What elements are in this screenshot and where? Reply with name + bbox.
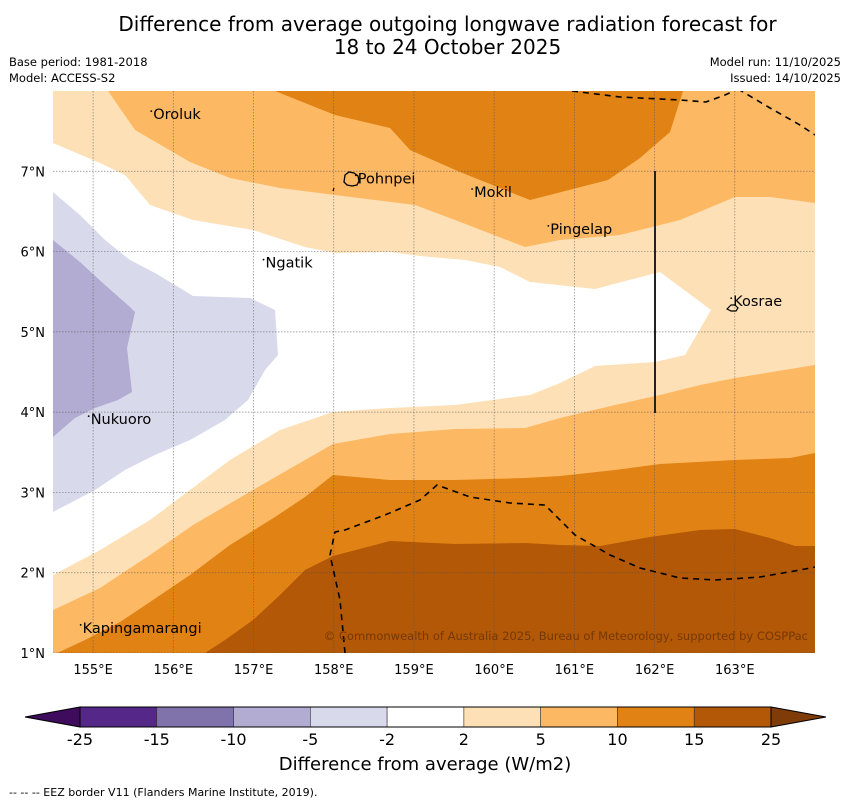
colorbar-bin <box>463 706 541 728</box>
axis-ticks: 155°E 156°E 157°E 158°E 159°E 160°E 161°E 162°E… <box>21 165 755 678</box>
eez-border-northeast <box>739 91 815 136</box>
place-marker <box>87 415 90 418</box>
lat-tick-label: 3°N <box>21 486 46 501</box>
lat-tick-label: 2°N <box>21 567 46 582</box>
colorbar-bin <box>79 706 158 728</box>
lon-tick-label: 157°E <box>234 663 274 678</box>
lat-tick-label: 4°N <box>21 406 46 421</box>
eez-border-north <box>571 91 736 103</box>
lon-tick-label: 160°E <box>474 663 514 678</box>
colorbar-tick-label: 5 <box>535 730 546 749</box>
place-label-nukuoro: Nukuoro <box>91 412 152 428</box>
lon-tick-label: 159°E <box>394 663 434 678</box>
meta-right: Model run: 11/10/2025 Issued: 14/10/2025 <box>710 54 841 86</box>
place-labels: Oroluk Pohnpei Mokil Pingelap Ngatik Kosrae Nu… <box>79 107 782 637</box>
colorbar-extend-low <box>24 706 81 728</box>
lon-tick-label: 163°E <box>715 663 755 678</box>
title-line-2: 18 to 24 October 2025 <box>333 35 562 59</box>
colorbar-tick-label: -2 <box>379 730 396 749</box>
lat-tick-label: 5°N <box>21 326 46 341</box>
title-line-1: Difference from average outgoing longwav… <box>118 12 777 36</box>
kosrae-island-outline <box>725 304 739 312</box>
lat-tick-label: 7°N <box>21 165 46 180</box>
base-period: Base period: 1981-2018 <box>9 55 148 69</box>
lat-tick-label: 6°N <box>21 246 46 261</box>
lon-tick-label: 161°E <box>555 663 595 678</box>
place-marker <box>354 174 357 177</box>
colorbar-bin <box>310 706 388 728</box>
eez-footnote: -- -- -- EEZ border V11 (Flanders Marine… <box>9 786 318 799</box>
place-marker <box>79 624 82 626</box>
colorbar-bin <box>617 706 695 728</box>
band-neutral <box>53 143 711 575</box>
colorbar-bin <box>156 706 234 728</box>
colorbar-label: Difference from average (W/m2) <box>278 754 572 775</box>
lat-tick-label: 1°N <box>21 647 46 662</box>
band-10-to-15-north <box>275 91 683 200</box>
model-run: Model run: 11/10/2025 <box>709 55 841 69</box>
colorbar-tick-label: 25 <box>760 730 782 749</box>
issued-date: Issued: 14/10/2025 <box>730 71 841 85</box>
pohnpei-island-outline <box>343 171 360 187</box>
colorbar-tick-label: -10 <box>220 730 247 749</box>
place-marker <box>730 297 733 300</box>
place-marker <box>471 188 474 190</box>
place-label-pingelap: Pingelap <box>550 222 612 238</box>
meta-left: Base period: 1981-2018 Model: ACCESS-S2 <box>9 54 148 86</box>
place-label-kapingamarangi: Kapingamarangi <box>83 621 202 637</box>
pohnpei-islet <box>332 187 335 192</box>
colorbar-bin <box>233 706 311 728</box>
graticule <box>53 91 815 653</box>
band-15-to-25-south <box>205 529 815 653</box>
place-label-pohnpei: Pohnpei <box>358 171 416 187</box>
band-minus-5-to-minus-2 <box>53 192 278 512</box>
eez-border-south <box>329 484 815 653</box>
copyright-text: © Commonwealth of Australia 2025, Bureau… <box>324 629 808 643</box>
place-label-ngatik: Ngatik <box>266 256 314 272</box>
colorbar-tick-label: -5 <box>302 730 319 749</box>
lon-tick-label: 155°E <box>73 663 113 678</box>
colorbar-tick-label: 15 <box>684 730 705 749</box>
colorbar-tick-label: 2 <box>458 730 469 749</box>
colorbar-tick-label: -25 <box>66 730 94 749</box>
place-label-kosrae: Kosrae <box>733 294 782 310</box>
place-marker <box>262 258 265 261</box>
place-marker <box>547 225 550 227</box>
colorbar-outline <box>79 706 772 728</box>
place-marker <box>150 110 153 112</box>
band-minus-10-to-minus-5 <box>53 240 135 437</box>
lon-tick-label: 156°E <box>154 663 194 678</box>
colorbar-bin <box>540 706 618 728</box>
model-name: Model: ACCESS-S2 <box>9 71 116 85</box>
lon-tick-label: 162°E <box>635 663 675 678</box>
colorbar-bin <box>386 706 465 728</box>
colorbar-extend-high <box>770 706 827 728</box>
colorbar-tick-label: 10 <box>607 730 628 749</box>
place-label-mokil: Mokil <box>474 185 512 201</box>
colorbar <box>24 706 827 728</box>
colorbar-bin <box>693 706 772 728</box>
lon-tick-label: 158°E <box>314 663 354 678</box>
colorbar-tick-label: -15 <box>143 730 170 749</box>
place-label-oroluk: Oroluk <box>153 107 201 123</box>
chart-title: Difference from average outgoing longwav… <box>0 13 850 59</box>
map-panel: Oroluk Pohnpei Mokil Pingelap Ngatik Kosrae Nu… <box>53 91 815 653</box>
